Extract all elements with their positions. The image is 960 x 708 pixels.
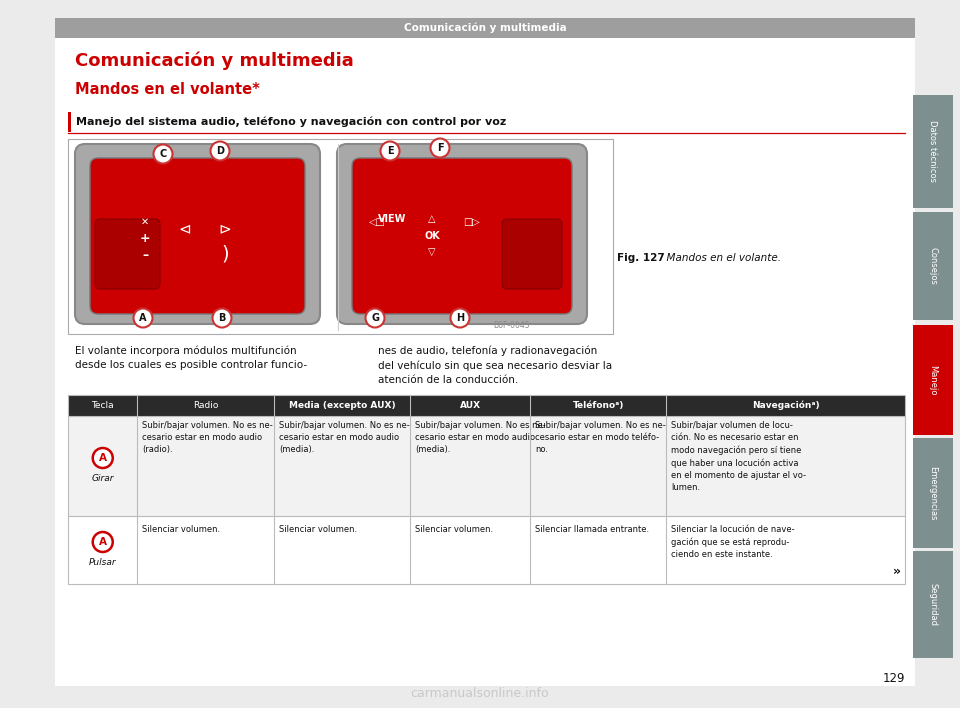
Circle shape [133, 309, 153, 328]
Text: nes de audio, telefonía y radionavegación
del vehículo sin que sea necesario des: nes de audio, telefonía y radionavegació… [378, 345, 612, 385]
Text: Consejos: Consejos [928, 247, 938, 285]
Circle shape [210, 142, 229, 161]
Text: B6F-0045: B6F-0045 [493, 321, 530, 330]
Text: Radio: Radio [193, 401, 218, 410]
Bar [55, 18, 915, 686]
Circle shape [366, 309, 385, 328]
Text: OK: OK [424, 231, 440, 241]
Text: Mandos en el volante*: Mandos en el volante* [75, 82, 260, 97]
Text: E: E [387, 146, 394, 156]
Text: H: H [456, 313, 464, 323]
Text: Subir/bajar volumen de locu-
ción. No es necesario estar en
modo navegación pero: Subir/bajar volumen de locu- ción. No es… [671, 421, 806, 492]
Text: Silenciar volumen.: Silenciar volumen. [416, 525, 493, 534]
Text: Tecla: Tecla [91, 401, 114, 410]
Text: □▷: □▷ [464, 217, 480, 227]
Text: C: C [159, 149, 167, 159]
Text: Silenciar la locución de nave-
gación que se está reprodu-
ciendo en este instan: Silenciar la locución de nave- gación qu… [671, 525, 795, 559]
Text: Comunicación y multimedia: Comunicación y multimedia [75, 52, 353, 71]
Text: Silenciar volumen.: Silenciar volumen. [279, 525, 357, 534]
Text: Subir/bajar volumen. No es ne-
cesario estar en modo audio
(media).: Subir/bajar volumen. No es ne- cesario e… [416, 421, 546, 455]
Text: VIEW: VIEW [378, 214, 406, 224]
Bar [913, 551, 953, 658]
Circle shape [154, 144, 173, 164]
FancyBboxPatch shape [75, 144, 320, 324]
Text: AUX: AUX [460, 401, 481, 410]
Bar [68, 112, 71, 132]
Text: A: A [99, 537, 107, 547]
Bar [68, 416, 905, 516]
Bar [68, 516, 905, 584]
Circle shape [430, 139, 449, 157]
Circle shape [380, 142, 399, 161]
Text: –: – [142, 249, 148, 263]
Circle shape [212, 309, 231, 328]
Text: B: B [218, 313, 226, 323]
Bar [68, 395, 905, 584]
Text: El volante incorpora módulos multifunción
desde los cuales es posible controlar : El volante incorpora módulos multifunció… [75, 345, 307, 370]
Text: Manejo: Manejo [928, 365, 938, 395]
Text: Silenciar llamada entrante.: Silenciar llamada entrante. [535, 525, 649, 534]
Text: A: A [139, 313, 147, 323]
Bar [913, 325, 953, 435]
Text: A: A [99, 453, 107, 463]
Text: ⊳: ⊳ [219, 222, 231, 236]
Text: Datos técnicos: Datos técnicos [928, 120, 938, 183]
Text: Subir/bajar volumen. No es ne-
cesario estar en modo teléfo-
no.: Subir/bajar volumen. No es ne- cesario e… [535, 421, 666, 455]
Text: Fig. 127: Fig. 127 [617, 253, 664, 263]
FancyBboxPatch shape [337, 144, 587, 324]
FancyBboxPatch shape [502, 219, 562, 289]
Text: ⊲: ⊲ [179, 222, 191, 236]
Circle shape [93, 448, 112, 468]
Text: 129: 129 [882, 672, 905, 685]
Text: Pulsar: Pulsar [89, 558, 116, 567]
Bar [913, 95, 953, 208]
Text: Teléfonoᵃ): Teléfonoᵃ) [572, 401, 624, 410]
Text: G: G [371, 313, 379, 323]
Text: D: D [216, 146, 224, 156]
Bar [68, 139, 613, 334]
Text: ◁□: ◁□ [369, 217, 385, 227]
Bar [913, 438, 953, 548]
Text: Navegaciónᵃ): Navegaciónᵃ) [752, 401, 820, 410]
Text: ▽: ▽ [428, 247, 436, 257]
Circle shape [450, 309, 469, 328]
Bar [913, 212, 953, 320]
Circle shape [93, 532, 112, 552]
Text: Manejo del sistema audio, teléfono y navegación con control por voz: Manejo del sistema audio, teléfono y nav… [76, 117, 506, 127]
Text: Comunicación y multimedia: Comunicación y multimedia [403, 23, 566, 33]
Text: △: △ [428, 214, 436, 224]
Text: »: » [893, 565, 901, 578]
Text: Girar: Girar [91, 474, 114, 483]
Bar [55, 18, 915, 38]
Text: Mandos en el volante.: Mandos en el volante. [660, 253, 781, 263]
Text: Subir/bajar volumen. No es ne-
cesario estar en modo audio
(radio).: Subir/bajar volumen. No es ne- cesario e… [142, 421, 274, 455]
Text: Media (excepto AUX): Media (excepto AUX) [289, 401, 396, 410]
Text: Subir/bajar volumen. No es ne-
cesario estar en modo audio
(media).: Subir/bajar volumen. No es ne- cesario e… [279, 421, 410, 455]
Text: +: + [140, 232, 151, 246]
Text: Seguridad: Seguridad [928, 583, 938, 626]
FancyBboxPatch shape [352, 158, 572, 314]
Text: Emergencias: Emergencias [928, 466, 938, 520]
FancyBboxPatch shape [95, 219, 160, 289]
Text: ✕: ✕ [141, 217, 149, 227]
Text: ): ) [221, 244, 228, 263]
Text: carmanualsonline.info: carmanualsonline.info [411, 687, 549, 700]
Text: Silenciar volumen.: Silenciar volumen. [142, 525, 221, 534]
Text: F: F [437, 143, 444, 153]
Bar [68, 395, 905, 416]
FancyBboxPatch shape [90, 158, 305, 314]
